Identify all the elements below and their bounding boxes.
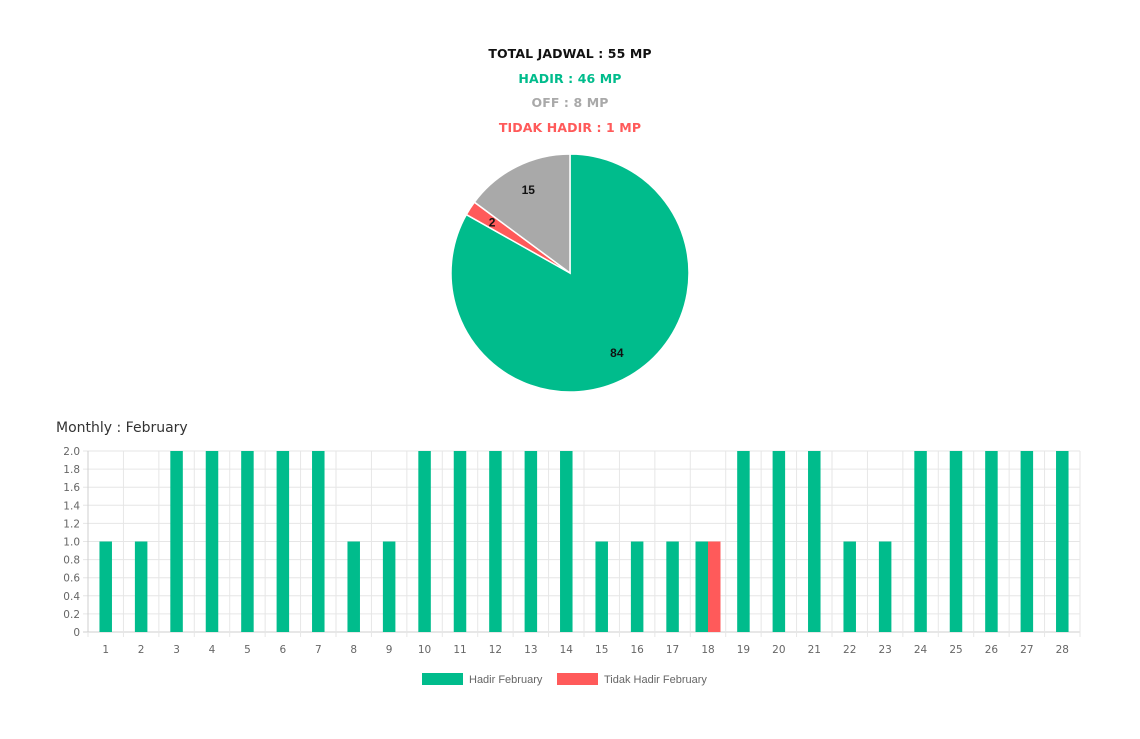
pie-slice-84[interactable] (450, 153, 690, 393)
x-tick-label: 18 (701, 644, 714, 656)
x-tick-label: 4 (209, 644, 216, 656)
bar-hadir-day-9[interactable] (382, 541, 396, 633)
pie-slice-label: 2 (489, 215, 496, 229)
y-tick-label: 0.8 (63, 555, 80, 567)
x-tick-label: 9 (386, 644, 393, 656)
x-tick-label: 20 (772, 644, 785, 656)
y-tick-label: 0.6 (63, 573, 80, 585)
bar-hadir-day-3[interactable] (170, 451, 183, 632)
x-tick-label: 3 (173, 644, 180, 656)
x-tick-label: 5 (244, 644, 251, 656)
x-tick-label: 16 (630, 644, 644, 656)
y-tick-label: 0.2 (63, 609, 80, 621)
bar-tidak-hadir-day-18[interactable] (708, 541, 721, 633)
x-tick-label: 17 (666, 644, 679, 656)
bar-hadir-day-11[interactable] (453, 451, 467, 632)
bar-hadir-day-18[interactable] (695, 541, 709, 633)
bar-hadir-day-19[interactable] (737, 451, 750, 632)
bar-hadir-day-4[interactable] (205, 451, 219, 632)
x-tick-label: 7 (315, 644, 322, 656)
x-tick-label: 11 (453, 644, 466, 656)
x-tick-label: 21 (808, 644, 821, 656)
x-tick-label: 13 (524, 644, 537, 656)
y-tick-label: 1.6 (63, 482, 80, 494)
off-stat: OFF : 8 MP (531, 95, 609, 110)
bar-hadir-day-12[interactable] (489, 451, 502, 632)
x-tick-label: 10 (418, 644, 431, 656)
monthly-chart-title: Monthly : February (56, 420, 188, 436)
bar-hadir-day-26[interactable] (985, 451, 998, 632)
y-tick-label: 1.4 (63, 500, 80, 512)
bar-hadir-day-1[interactable] (99, 541, 112, 633)
x-tick-label: 24 (914, 644, 928, 656)
x-tick-label: 22 (843, 644, 856, 656)
x-tick-label: 28 (1056, 644, 1069, 656)
x-tick-label: 25 (949, 644, 962, 656)
bar-hadir-day-17[interactable] (666, 541, 679, 633)
x-tick-label: 8 (350, 644, 357, 656)
x-tick-label: 15 (595, 644, 608, 656)
total-schedule-stat: TOTAL JADWAL : 55 MP (488, 46, 652, 61)
x-tick-label: 6 (280, 644, 287, 656)
bar-hadir-day-2[interactable] (134, 541, 148, 633)
bar-hadir-day-28[interactable] (1056, 451, 1069, 632)
x-tick-label: 12 (489, 644, 502, 656)
pie-slice-label: 84 (610, 346, 624, 360)
y-tick-label: 1.2 (63, 518, 80, 530)
absent-stat: TIDAK HADIR : 1 MP (498, 120, 642, 135)
x-tick-label: 26 (985, 644, 999, 656)
bar-hadir-day-16[interactable] (630, 541, 644, 633)
x-tick-label: 14 (560, 644, 574, 656)
y-tick-label: 1.0 (63, 537, 80, 549)
pie-slice-15[interactable] (473, 153, 571, 275)
bar-hadir-day-10[interactable] (418, 451, 431, 632)
pie-slice-label: 15 (522, 183, 536, 197)
present-stat: HADIR : 46 MP (518, 71, 622, 86)
y-tick-label: 1.8 (63, 464, 80, 476)
y-tick-label: 0 (73, 627, 80, 639)
x-tick-label: 23 (878, 644, 891, 656)
attendance-pie-chart: 84 2 15 (450, 153, 690, 393)
bar-hadir-day-21[interactable] (808, 451, 821, 632)
bar-hadir-day-23[interactable] (878, 541, 892, 633)
x-tick-label: 27 (1020, 644, 1033, 656)
y-tick-label: 2.0 (63, 446, 80, 458)
bar-hadir-day-6[interactable] (276, 451, 290, 632)
legend-label[interactable]: Hadir February (469, 674, 543, 686)
legend-swatch[interactable] (557, 673, 598, 685)
bar-hadir-day-15[interactable] (595, 541, 608, 633)
bar-hadir-day-25[interactable] (949, 451, 963, 632)
bar-hadir-day-20[interactable] (772, 451, 786, 632)
bar-hadir-day-14[interactable] (560, 451, 573, 632)
bar-hadir-day-22[interactable] (843, 541, 856, 633)
bar-grid (83, 450, 1081, 637)
x-tick-label: 2 (138, 644, 145, 656)
y-tick-label: 0.4 (63, 591, 80, 603)
bar-hadir-day-27[interactable] (1020, 451, 1034, 632)
legend-swatch[interactable] (422, 673, 463, 685)
chart-legend: Hadir February Tidak Hadir February (422, 673, 707, 686)
bar-hadir-day-24[interactable] (914, 451, 927, 632)
x-tick-label: 1 (102, 644, 109, 656)
bar-hadir-day-7[interactable] (312, 451, 325, 632)
bar-hadir-day-13[interactable] (524, 451, 538, 632)
bar-hadir-day-8[interactable] (347, 541, 360, 633)
legend-label[interactable]: Tidak Hadir February (604, 674, 707, 686)
x-tick-label: 19 (737, 644, 750, 656)
bar-hadir-day-5[interactable] (241, 451, 254, 632)
